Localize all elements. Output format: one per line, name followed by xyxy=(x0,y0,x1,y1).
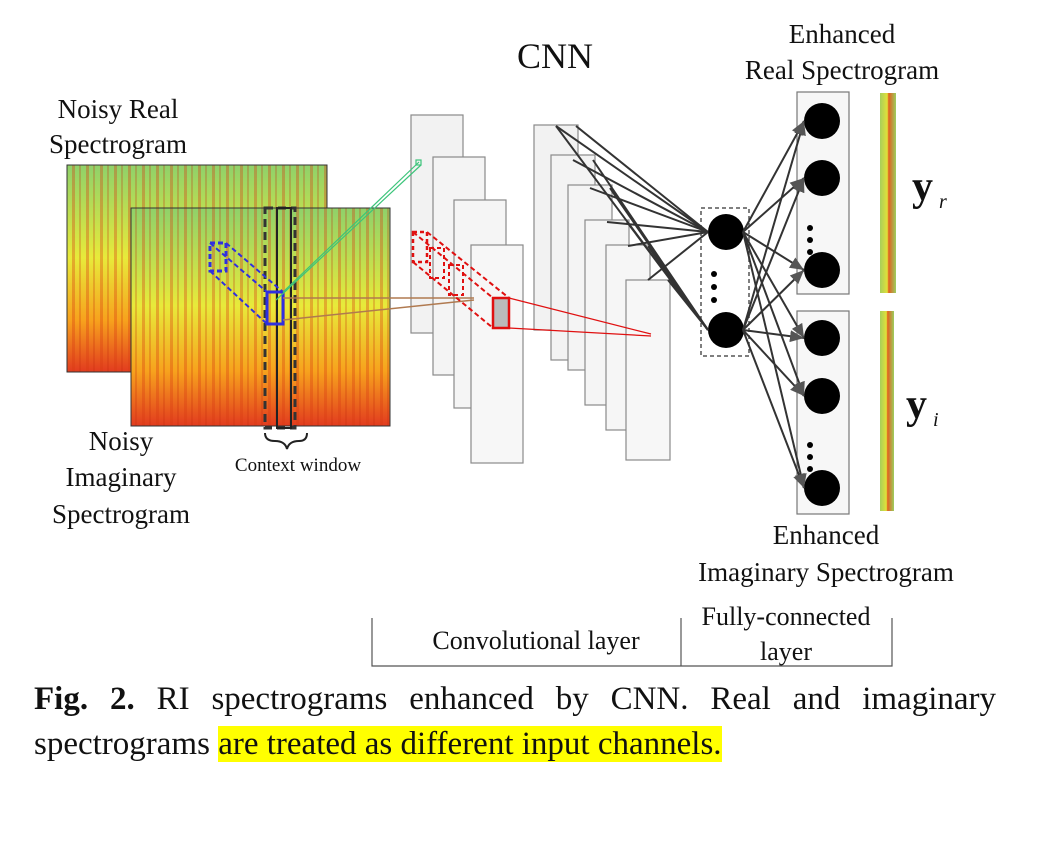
noisy-imag-label-line2: Imaginary xyxy=(66,462,177,492)
fc-to-output-connections xyxy=(742,120,807,489)
output-layer-imaginary xyxy=(796,310,850,515)
conv-to-fc-connections xyxy=(555,125,709,331)
noisy-real-label-line1: Noisy Real xyxy=(58,94,179,124)
enhanced-real-label-line1: Enhanced xyxy=(789,19,896,49)
caption-label: Fig. 2. xyxy=(34,681,135,717)
enhanced-real-strip xyxy=(880,93,896,293)
noisy-real-label-line2: Spectrogram xyxy=(49,129,187,159)
caption-highlight: are treated as different input channels. xyxy=(218,726,722,762)
brown-connections xyxy=(282,297,475,321)
enhanced-imag-label-line2: Imaginary Spectrogram xyxy=(698,557,954,587)
fc-layer-label-line1: Fully-connected xyxy=(702,602,871,631)
context-window-frame xyxy=(263,206,308,450)
context-window-label: Context window xyxy=(235,455,361,476)
figure-caption: Fig. 2. RI spectrograms enhanced by CNN.… xyxy=(34,677,996,767)
enhanced-imaginary-strip xyxy=(880,311,894,511)
noisy-imag-label-line1: Noisy xyxy=(89,426,154,456)
enhanced-real-label-line2: Real Spectrogram xyxy=(745,55,939,85)
enhanced-imag-label-line1: Enhanced xyxy=(773,520,880,550)
noisy-imag-label-line3: Spectrogram xyxy=(52,499,190,529)
output-layer-real xyxy=(796,91,850,295)
green-connections xyxy=(275,159,422,301)
conv-layer-label: Convolutional layer xyxy=(432,626,640,655)
blue-kernel xyxy=(208,241,285,326)
red-kernel xyxy=(411,230,652,337)
caption-text: RI spectrograms enhanced by CNN. Real an… xyxy=(34,681,997,762)
fc-hidden-layer xyxy=(700,207,750,357)
diagram-title: CNN xyxy=(517,36,593,76)
fc-layer-label-line2: layer xyxy=(760,637,812,666)
cnn-diagram: CNN Noisy Real Spectrogram Context windo… xyxy=(49,19,954,667)
layer-brackets xyxy=(371,618,893,667)
conv-feature-maps-1 xyxy=(410,114,524,464)
